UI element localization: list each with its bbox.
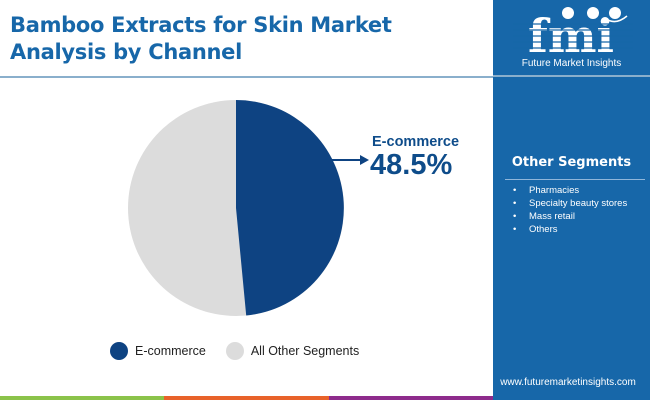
bottom-color-bar (0, 396, 493, 400)
pie-slice-e-commerce (236, 100, 344, 316)
pie-chart (128, 100, 369, 316)
side-panel: fmi Future Market Insights Other Segment… (493, 0, 650, 400)
arrow-head-icon (360, 155, 369, 165)
brand-name: Future Market Insights (521, 58, 622, 69)
website-link[interactable]: www.futuremarketinsights.com (500, 377, 636, 388)
callout-category: E-commerce (372, 134, 460, 150)
page-title: Bamboo Extracts for Skin Market Analysis… (10, 13, 392, 64)
legend-item-e-commerce: E-commerce (110, 342, 206, 360)
title-divider (0, 76, 493, 78)
bar-segment-green (0, 396, 165, 400)
list-item: Others (513, 223, 627, 236)
other-segments-rule (505, 179, 645, 180)
list-item: Pharmacies (513, 184, 627, 197)
legend-item-all-other-segments: All Other Segments (225, 342, 360, 360)
bar-segment-purple (328, 396, 493, 400)
other-segments-list: Pharmacies Specialty beauty stores Mass … (513, 184, 627, 236)
chart-legend: E-commerce All Other Segments (110, 342, 379, 360)
fmi-logo: fmi Future Market Insights (493, 0, 650, 75)
legend-label: E-commerce (135, 344, 206, 358)
list-item: Mass retail (513, 210, 627, 223)
callout-value: 48.5% (370, 149, 453, 181)
list-item: Specialty beauty stores (513, 197, 627, 210)
legend-label: All Other Segments (250, 344, 360, 358)
legend-swatch-icon (110, 342, 128, 360)
legend-swatch-icon (225, 342, 244, 360)
bar-segment-orange (164, 396, 329, 400)
panel-divider (493, 75, 650, 77)
fmi-logo-icon: fmi (513, 7, 633, 63)
other-segments-title: Other Segments (511, 155, 632, 170)
